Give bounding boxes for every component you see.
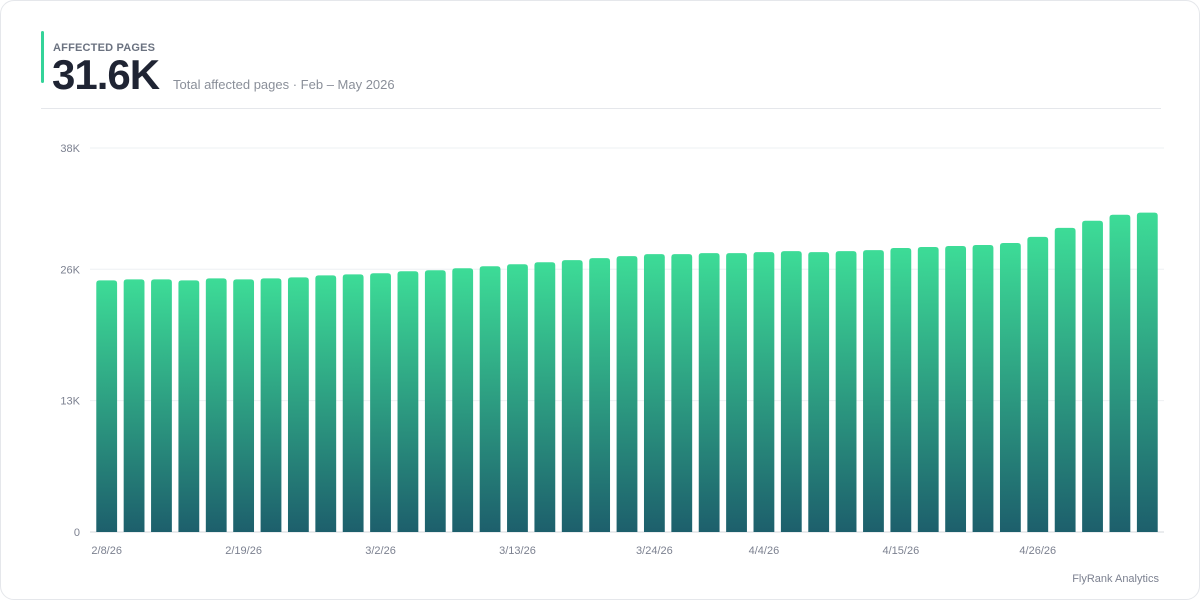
bar[interactable]: [726, 253, 747, 533]
y-tick-label: 13K: [60, 396, 80, 408]
x-tick-label: 4/4/26: [749, 545, 780, 557]
x-tick-label: 3/2/26: [365, 545, 396, 557]
x-tick-label: 2/8/26: [91, 545, 122, 557]
x-tick-label: 4/15/26: [882, 545, 919, 557]
bar[interactable]: [123, 279, 145, 532]
y-tick-label: 0: [74, 527, 80, 539]
bar[interactable]: [698, 253, 720, 533]
bars-layer: [96, 212, 1158, 533]
bar[interactable]: [1109, 214, 1131, 532]
bar[interactable]: [479, 266, 501, 532]
bar[interactable]: [233, 279, 255, 532]
bar[interactable]: [671, 254, 693, 532]
bar[interactable]: [863, 250, 884, 532]
bar[interactable]: [507, 264, 528, 532]
kpi-subtitle: Total affected pages · Feb – May 2026: [173, 77, 395, 92]
kpi-value: 31.6K: [52, 51, 160, 98]
x-tick-label: 3/13/26: [499, 545, 536, 557]
accent-bar: [41, 31, 44, 83]
bar[interactable]: [287, 277, 309, 532]
bar[interactable]: [561, 260, 583, 532]
bar[interactable]: [534, 262, 556, 532]
x-tick-label: 2/19/26: [225, 545, 262, 557]
header-divider: [41, 108, 1161, 109]
bar[interactable]: [808, 252, 830, 532]
bar[interactable]: [397, 271, 419, 532]
bar[interactable]: [945, 246, 967, 532]
bar[interactable]: [424, 270, 446, 532]
bar[interactable]: [315, 275, 337, 532]
footer-brand: FlyRank Analytics: [1072, 573, 1159, 585]
bar[interactable]: [890, 248, 912, 532]
bar[interactable]: [1027, 236, 1049, 532]
bar[interactable]: [643, 254, 665, 532]
bar[interactable]: [917, 247, 939, 532]
bar[interactable]: [260, 278, 282, 532]
y-axis: 0 13K 26K 38K: [60, 143, 80, 539]
bar[interactable]: [835, 251, 857, 533]
bar[interactable]: [1054, 227, 1076, 532]
bar[interactable]: [972, 245, 994, 532]
bar[interactable]: [151, 279, 172, 532]
x-tick-label: 3/24/26: [636, 545, 673, 557]
bar[interactable]: [753, 252, 775, 532]
x-axis: 2/8/26 2/19/26 3/2/26 3/13/26 3/24/26 4/4/26 4…: [91, 545, 1056, 557]
bar[interactable]: [370, 273, 391, 532]
y-tick-label: 38K: [60, 143, 80, 155]
y-tick-label: 26K: [60, 264, 80, 276]
bar[interactable]: [96, 280, 118, 532]
bar[interactable]: [780, 251, 802, 533]
bar[interactable]: [589, 258, 611, 532]
bar[interactable]: [999, 242, 1021, 532]
kpi-label: AFFECTED PAGES: [53, 42, 156, 54]
bar[interactable]: [616, 256, 638, 532]
x-tick-label: 4/26/26: [1019, 545, 1056, 557]
bar[interactable]: [1136, 212, 1158, 532]
bar[interactable]: [1082, 220, 1103, 533]
bar[interactable]: [205, 278, 227, 532]
bar[interactable]: [452, 268, 474, 532]
bar[interactable]: [342, 274, 364, 532]
bar[interactable]: [178, 280, 200, 532]
